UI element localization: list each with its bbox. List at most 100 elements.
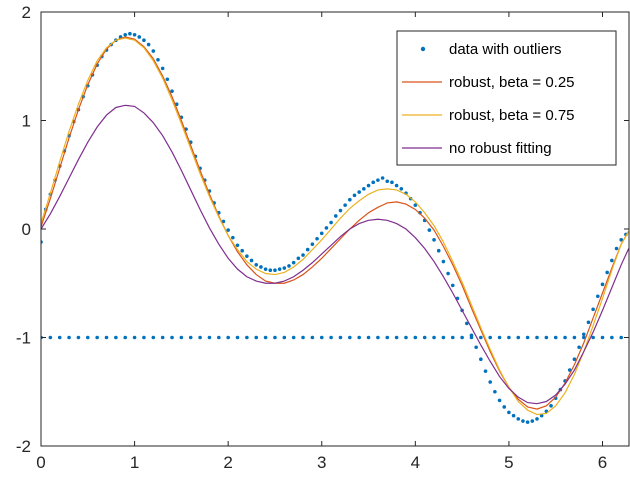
data-point	[521, 419, 525, 423]
data-point	[399, 187, 404, 191]
data-point	[497, 335, 502, 340]
data-point	[474, 345, 478, 350]
data-point	[231, 235, 235, 240]
legend-label: data with outliers	[449, 41, 562, 58]
data-point	[333, 214, 338, 218]
data-point	[338, 335, 343, 340]
data-point	[132, 32, 137, 37]
data-point	[188, 335, 193, 340]
data-point	[371, 180, 376, 185]
data-point	[460, 335, 464, 340]
data-point	[142, 38, 146, 43]
data-point	[76, 335, 81, 340]
data-point	[544, 335, 549, 340]
data-point	[539, 413, 544, 418]
data-point	[123, 32, 128, 37]
y-tick-label: -2	[16, 437, 31, 456]
data-point	[516, 335, 521, 340]
legend-label: robust, beta = 0.75	[449, 107, 575, 124]
data-point	[483, 369, 488, 373]
data-point	[291, 335, 296, 340]
data-point	[348, 197, 352, 202]
data-point	[376, 178, 380, 182]
data-point	[160, 335, 165, 340]
data-point	[301, 335, 305, 340]
data-point	[610, 258, 614, 263]
data-point	[572, 357, 577, 362]
data-point	[319, 335, 324, 340]
legend-label: no robust fitting	[449, 140, 552, 157]
data-point	[254, 335, 259, 340]
data-point	[488, 335, 493, 340]
data-point	[619, 238, 624, 242]
data-point	[329, 220, 333, 225]
y-tick-label: 1	[22, 112, 31, 131]
data-point	[553, 335, 558, 340]
x-tick-label: 3	[317, 453, 326, 472]
data-point	[432, 335, 436, 340]
data-point	[240, 248, 244, 253]
data-point	[352, 193, 357, 198]
data-point	[380, 176, 385, 180]
data-point	[151, 335, 156, 340]
data-point	[591, 307, 595, 312]
data-point	[525, 335, 530, 340]
data-point	[226, 228, 230, 232]
data-point	[277, 267, 282, 271]
data-point	[263, 335, 268, 340]
data-point	[586, 320, 591, 325]
data-point	[535, 417, 539, 421]
data-point	[235, 243, 240, 248]
data-point	[507, 410, 511, 415]
data-point	[366, 335, 371, 340]
data-point	[394, 183, 399, 188]
data-point	[226, 335, 230, 340]
data-point	[249, 258, 254, 263]
data-point	[516, 417, 521, 421]
y-tick-label: 2	[22, 3, 31, 22]
data-point	[348, 335, 352, 340]
data-point	[310, 242, 315, 246]
y-tick-label: -1	[16, 329, 31, 348]
data-point	[142, 335, 146, 340]
data-point	[441, 335, 446, 340]
data-point	[245, 254, 249, 258]
data-point	[268, 268, 273, 273]
data-point	[404, 335, 408, 340]
data-point	[413, 203, 418, 207]
data-point	[581, 335, 586, 340]
data-point	[619, 335, 624, 340]
data-point	[207, 335, 212, 340]
data-point	[385, 335, 390, 340]
data-point	[57, 335, 62, 340]
legend-marker	[420, 46, 426, 52]
data-point	[95, 335, 99, 340]
data-point	[469, 335, 474, 340]
series-line-robust-beta-0-75	[41, 37, 629, 416]
x-tick-label: 5	[504, 453, 513, 472]
data-point	[338, 208, 343, 213]
data-point	[600, 282, 605, 287]
data-point	[198, 335, 202, 340]
data-point	[85, 335, 90, 340]
data-point	[282, 266, 287, 270]
data-point	[427, 228, 432, 232]
data-point	[366, 183, 371, 188]
data-point	[114, 335, 118, 340]
data-point	[296, 256, 301, 261]
data-point	[572, 335, 577, 340]
data-point	[273, 268, 277, 273]
legend: data with outliers robust, beta = 0.25 rob…	[396, 30, 617, 166]
data-point	[441, 259, 446, 264]
data-point	[156, 57, 160, 62]
data-point	[315, 236, 319, 241]
data-point	[48, 335, 53, 340]
data-point	[362, 187, 366, 191]
data-point	[291, 260, 296, 265]
data-point	[132, 335, 137, 340]
data-point	[324, 226, 329, 230]
data-point	[137, 35, 142, 39]
series-line-robust-beta-0-25	[41, 36, 629, 410]
x-tick-label: 2	[223, 453, 232, 472]
